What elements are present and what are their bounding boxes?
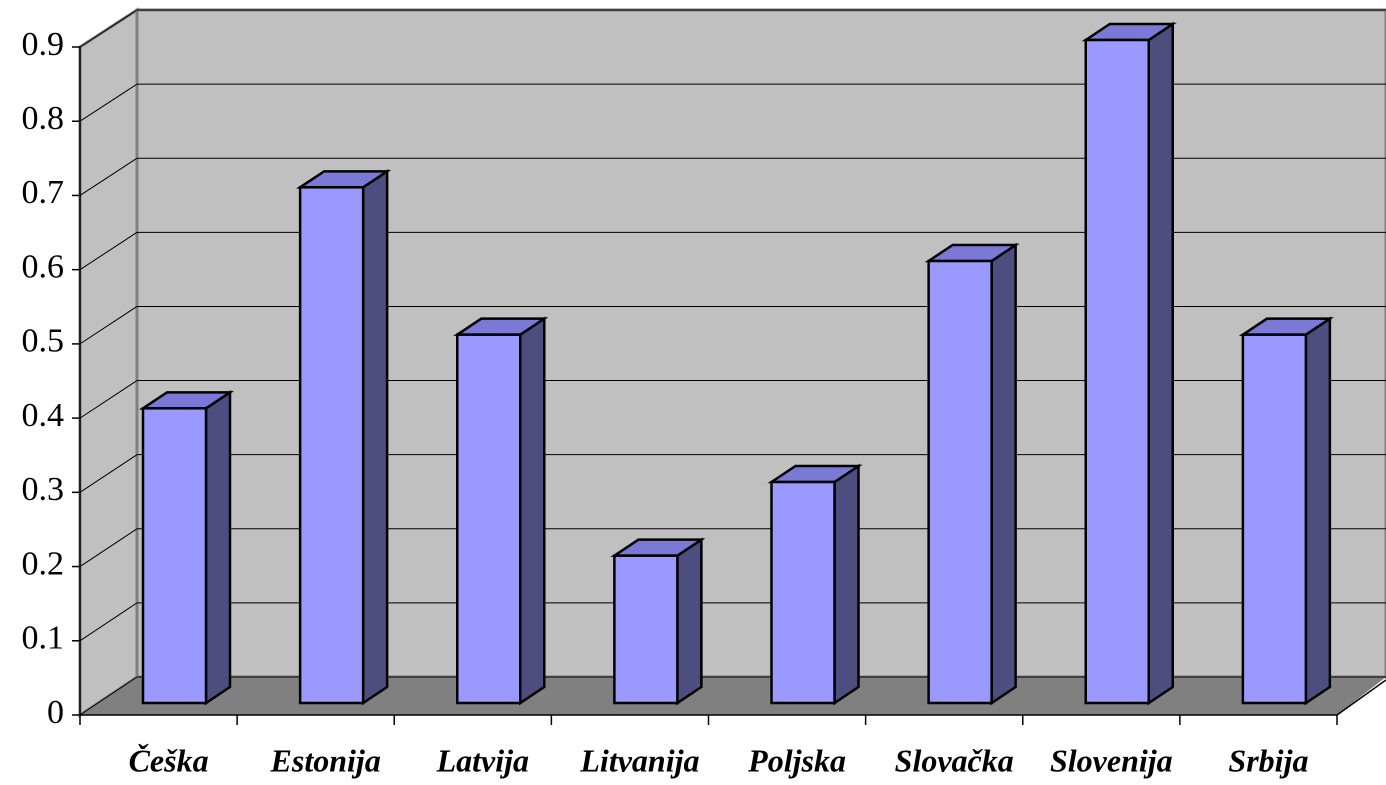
x-axis-end: [1336, 679, 1386, 716]
x-tick-label: Slovačka: [895, 742, 1014, 778]
x-tick-label: Poljska: [747, 742, 846, 778]
grid-line-side: [79, 380, 138, 419]
bar: [453, 316, 549, 706]
bar-side: [519, 316, 546, 706]
y-tick-label: 0.5: [22, 323, 65, 360]
x-tick-label: Estonija: [270, 742, 381, 778]
y-tick-label: 0.9: [22, 26, 65, 63]
bar-front: [141, 407, 208, 705]
bar: [767, 463, 863, 706]
bar-side: [833, 463, 860, 706]
bar-side: [1147, 21, 1174, 706]
grid-line-side: [79, 9, 138, 48]
grid-line-side: [79, 306, 138, 345]
x-tick-label: Litvanija: [579, 742, 699, 778]
bar-front: [770, 480, 836, 705]
grid-line-side: [79, 676, 138, 716]
grid-line-side: [79, 454, 138, 493]
bar-side: [204, 389, 232, 706]
bar-front: [927, 259, 993, 705]
bar-side: [990, 242, 1017, 706]
grid-line-side: [79, 602, 138, 642]
y-tick-label: 0.3: [22, 471, 65, 508]
bar: [610, 537, 706, 706]
bar: [138, 389, 235, 706]
bar-side: [1304, 316, 1332, 706]
bar-front: [1241, 333, 1308, 705]
bar-front: [1084, 38, 1150, 705]
grid-line-side: [79, 83, 138, 122]
floor: [80, 677, 1386, 715]
bar-front: [456, 333, 522, 705]
bar: [295, 168, 392, 706]
y-tick-label: 0.4: [22, 397, 65, 434]
y-tick-label: 0.8: [22, 100, 65, 137]
y-tick-label: 0.6: [22, 248, 65, 285]
bar: [1238, 316, 1335, 706]
y-tick-label: 0.2: [22, 545, 65, 582]
bar-side: [361, 168, 389, 706]
x-tick-label: Srbija: [1228, 742, 1308, 778]
x-tick-label: Slovenija: [1050, 742, 1173, 778]
bar: [924, 242, 1020, 706]
y-tick-label: 0.7: [22, 174, 65, 211]
y-tick-label: 0: [47, 694, 64, 731]
grid-line-side: [79, 528, 138, 567]
grid-line-side: [79, 157, 138, 196]
bar-front: [298, 186, 365, 705]
bar-side: [676, 537, 703, 706]
bar: [1081, 21, 1177, 706]
x-tick-label: Latvija: [436, 742, 529, 778]
bar-front: [613, 554, 679, 705]
x-tick-label: Češka: [129, 742, 209, 778]
y-tick-label: 0.1: [22, 620, 65, 657]
grid-line-side: [79, 231, 138, 271]
